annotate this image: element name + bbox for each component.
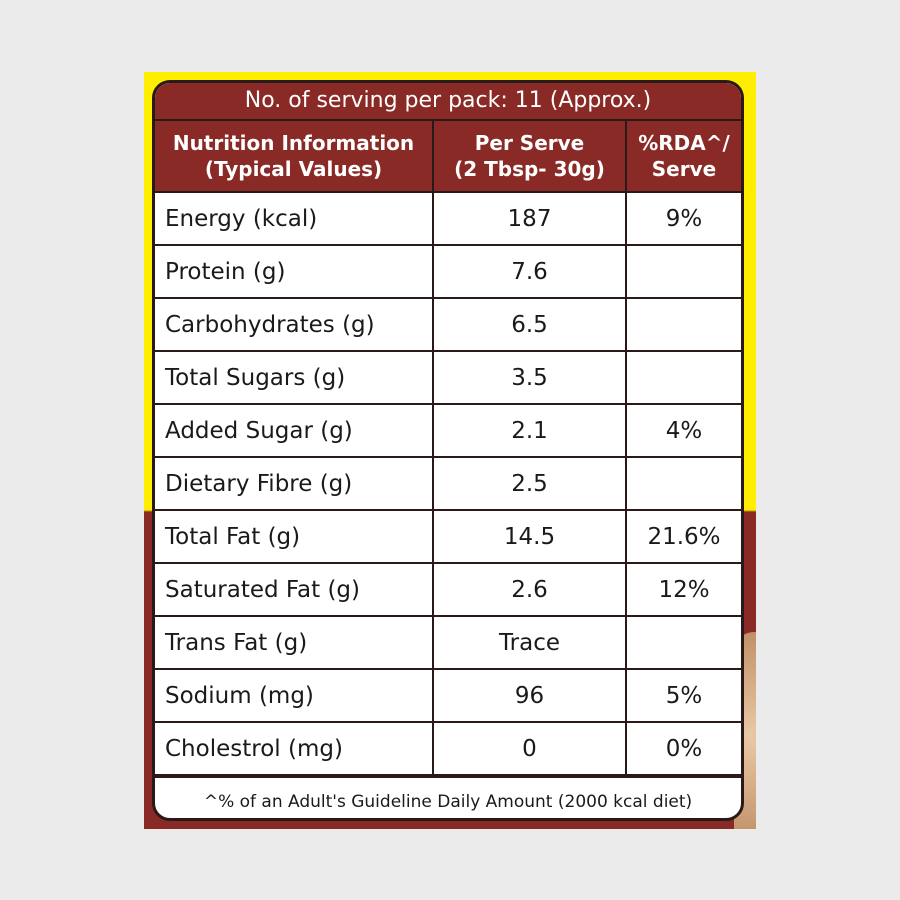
nutrient-per-serve: 2.1 — [432, 403, 627, 458]
nutrient-rda: 4% — [625, 403, 741, 458]
nutrition-table: Nutrition Information (Typical Values) P… — [155, 121, 741, 776]
nutrient-rda — [625, 297, 741, 352]
header-col1-line2: (Typical Values) — [204, 157, 383, 181]
nutrient-name: Sodium (mg) — [155, 668, 434, 723]
nutrient-rda: 21.6% — [625, 509, 741, 564]
table-row: Protein (g) 7.6 — [155, 244, 741, 299]
nutrient-per-serve: 187 — [432, 191, 627, 246]
table-header-row: Nutrition Information (Typical Values) P… — [155, 121, 741, 193]
table-row: Energy (kcal) 187 9% — [155, 191, 741, 246]
table-row: Saturated Fat (g) 2.6 12% — [155, 562, 741, 617]
table-row: Total Fat (g) 14.5 21.6% — [155, 509, 741, 564]
table-row: Carbohydrates (g) 6.5 — [155, 297, 741, 352]
nutrient-name: Added Sugar (g) — [155, 403, 434, 458]
nutrient-name: Total Sugars (g) — [155, 350, 434, 405]
nutrient-per-serve: 96 — [432, 668, 627, 723]
table-row: Sodium (mg) 96 5% — [155, 668, 741, 723]
nutrition-facts-card: No. of serving per pack: 11 (Approx.) Nu… — [152, 80, 744, 821]
nutrient-rda: 0% — [625, 721, 741, 776]
nutrient-rda: 5% — [625, 668, 741, 723]
nutrient-per-serve: Trace — [432, 615, 627, 670]
nutrient-per-serve: 0 — [432, 721, 627, 776]
nutrient-rda: 9% — [625, 191, 741, 246]
header-rda: %RDA^/ Serve — [625, 121, 741, 193]
nutrient-per-serve: 3.5 — [432, 350, 627, 405]
header-col3-line2: Serve — [651, 157, 717, 181]
header-col2-line2: (2 Tbsp- 30g) — [454, 157, 605, 181]
nutrient-name: Energy (kcal) — [155, 191, 434, 246]
table-row: Cholestrol (mg) 0 0% — [155, 721, 741, 776]
nutrient-name: Trans Fat (g) — [155, 615, 434, 670]
nutrient-name: Carbohydrates (g) — [155, 297, 434, 352]
header-nutrition-information: Nutrition Information (Typical Values) — [155, 121, 434, 193]
nutrition-label-panel: No. of serving per pack: 11 (Approx.) Nu… — [144, 72, 756, 829]
table-row: Dietary Fibre (g) 2.5 — [155, 456, 741, 511]
nutrient-name: Saturated Fat (g) — [155, 562, 434, 617]
nutrient-per-serve: 7.6 — [432, 244, 627, 299]
table-row: Added Sugar (g) 2.1 4% — [155, 403, 741, 458]
nutrient-name: Dietary Fibre (g) — [155, 456, 434, 511]
nutrient-rda — [625, 350, 741, 405]
nutrient-rda — [625, 456, 741, 511]
nutrient-name: Protein (g) — [155, 244, 434, 299]
nutrient-rda — [625, 244, 741, 299]
header-col1-line1: Nutrition Information — [172, 131, 415, 155]
header-col2-line1: Per Serve — [474, 131, 585, 155]
nutrient-rda — [625, 615, 741, 670]
nutrient-per-serve: 2.6 — [432, 562, 627, 617]
table-row: Total Sugars (g) 3.5 — [155, 350, 741, 405]
nutrition-table-body: Energy (kcal) 187 9% Protein (g) 7.6 Car… — [155, 191, 741, 776]
table-row: Trans Fat (g) Trace — [155, 615, 741, 670]
nutrient-per-serve: 14.5 — [432, 509, 627, 564]
nutrient-per-serve: 2.5 — [432, 456, 627, 511]
rda-footnote: ^% of an Adult's Guideline Daily Amount … — [155, 776, 741, 818]
header-per-serve: Per Serve (2 Tbsp- 30g) — [432, 121, 627, 193]
nutrient-name: Total Fat (g) — [155, 509, 434, 564]
nutrient-rda: 12% — [625, 562, 741, 617]
servings-per-pack: No. of serving per pack: 11 (Approx.) — [155, 83, 741, 121]
nutrient-name: Cholestrol (mg) — [155, 721, 434, 776]
header-col3-line1: %RDA^/ — [638, 131, 730, 155]
nutrient-per-serve: 6.5 — [432, 297, 627, 352]
